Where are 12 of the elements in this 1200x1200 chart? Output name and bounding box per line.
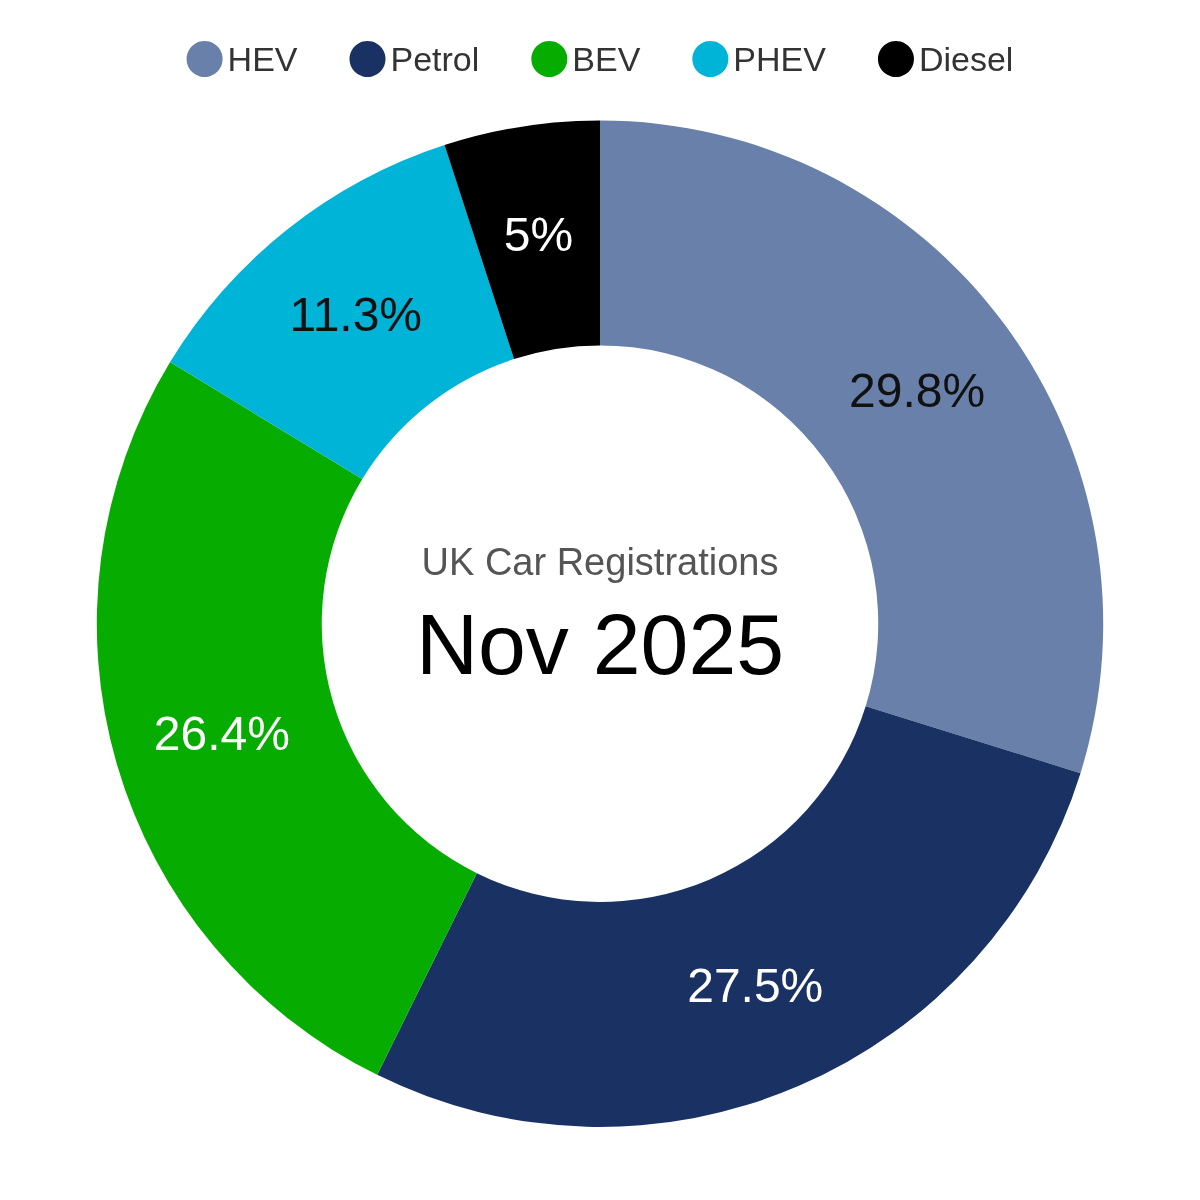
legend-label: PHEV	[733, 40, 827, 78]
legend-label: Diesel	[918, 40, 1014, 78]
data-label: 27.5%	[687, 959, 824, 1013]
data-label: 11.3%	[289, 288, 423, 342]
text: Nov 2025	[415, 596, 785, 692]
text: UK Car Registrations	[421, 541, 779, 583]
data-label: 5%	[503, 208, 574, 262]
legend-label: Petrol	[390, 40, 480, 78]
legend-label: BEV	[572, 40, 641, 78]
legend-label: HEV	[227, 40, 298, 78]
data-label: 29.8%	[849, 363, 986, 417]
data-label: 26.4%	[153, 707, 290, 761]
